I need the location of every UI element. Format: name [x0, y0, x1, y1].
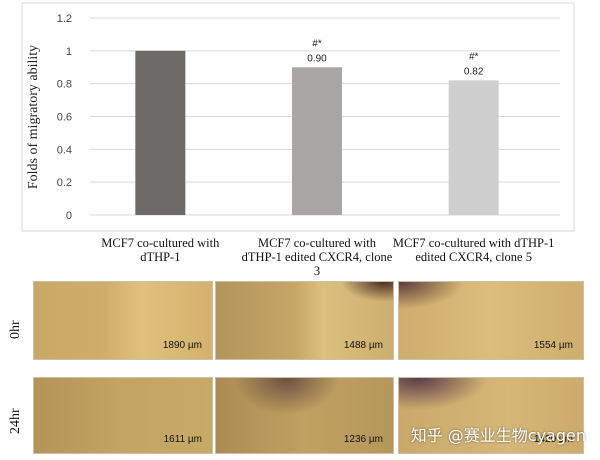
x-tick-label: MCF7 co-cultured with dTHP-1 edited CXCR4… — [217, 236, 417, 278]
scale-label: 1890 µm — [162, 340, 202, 351]
y-tick-label: 1 — [66, 46, 72, 58]
x-tick-label-line: edited CXCR4, clone 5 — [415, 250, 532, 264]
x-tick-label-line: MCF7 co-cultured with — [257, 236, 377, 250]
scale-label: 1611 µm — [163, 434, 202, 445]
x-tick-label: MCF7 co-cultured with dTHP-1 edited CXCR4… — [374, 236, 574, 264]
chart-panel: 0 0.2 0.4 0.6 0.8 1 1.2 0.90 #* 0.82 #* Folds of … — [21, 2, 575, 278]
micrograph: 1554 µm — [398, 281, 584, 360]
scale-label: 1420 µm — [533, 434, 573, 445]
x-tick-label-line: MCF7 co-cultured with — [101, 236, 220, 250]
row-label: 24hr — [8, 407, 23, 434]
row-label: 0hr — [8, 319, 23, 339]
x-tick-label-line: MCF7 co-cultured with dTHP-1 — [392, 236, 555, 250]
data-labels: 0.90 #* 0.82 #* — [307, 38, 484, 77]
y-tick-label: 0 — [66, 210, 72, 222]
x-tick-label-line: dTHP-1 — [140, 250, 181, 264]
data-label: 0.90 — [307, 53, 327, 64]
chart-frame — [21, 2, 575, 232]
y-tick-label: 1.2 — [57, 13, 72, 25]
scale-label: 1488 µm — [343, 340, 383, 351]
watermark: 知乎 @赛业生物cyagen — [410, 426, 586, 445]
significance-marker: #* — [312, 38, 322, 49]
micrograph: 1890 µm — [33, 281, 213, 360]
bar — [292, 67, 342, 215]
scale-label: 1236 µm — [343, 434, 383, 445]
y-axis-label: Folds of migratory ability — [26, 45, 41, 189]
y-tick-label: 0.4 — [57, 144, 72, 156]
x-tick-label-line: dTHP-1 edited CXCR4, clone — [241, 250, 393, 264]
significance-marker: #* — [469, 51, 479, 62]
bars — [135, 50, 499, 216]
y-tick-labels: 0 0.2 0.4 0.6 0.8 1 1.2 — [57, 13, 72, 222]
bar-chart: 0 0.2 0.4 0.6 0.8 1 1.2 0.90 #* 0.82 #* Folds of … — [21, 2, 575, 232]
micrograph: 1420 µm — [398, 377, 584, 454]
x-tick-label: MCF7 co-cultured with dTHP-1 — [60, 236, 260, 264]
micrograph: 1236 µm — [215, 377, 394, 454]
y-tick-label: 0.2 — [57, 177, 72, 189]
y-tick-label: 0.6 — [57, 112, 72, 124]
bar — [448, 80, 499, 215]
x-tick-label-line: 3 — [313, 264, 321, 278]
micrograph: 1488 µm — [215, 281, 394, 360]
y-tick-label: 0.8 — [57, 79, 72, 91]
micrograph: 1611 µm — [33, 377, 213, 454]
scale-label: 1554 µm — [533, 340, 573, 351]
data-label: 0.82 — [464, 66, 484, 77]
bar — [135, 50, 186, 216]
